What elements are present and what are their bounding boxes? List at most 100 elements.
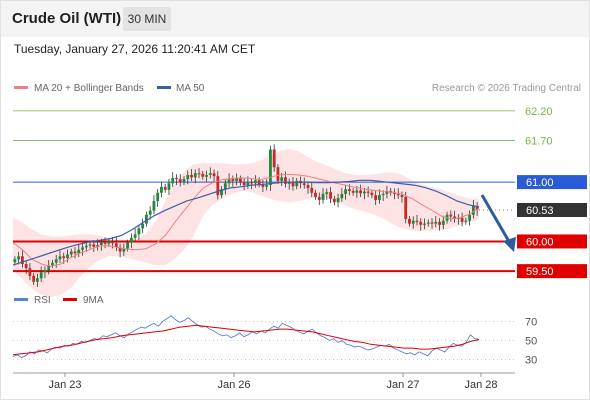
timeframe-badge[interactable]: 30 MIN bbox=[123, 7, 171, 31]
candle bbox=[408, 218, 411, 224]
candle bbox=[205, 174, 208, 177]
rsi-panel: 70 50 30 bbox=[12, 315, 537, 367]
candle bbox=[411, 220, 415, 224]
candle bbox=[261, 184, 265, 187]
candle bbox=[190, 174, 193, 178]
candle bbox=[385, 191, 389, 194]
candle bbox=[145, 214, 148, 224]
chart-header: Crude Oil (WTI) 30 MIN bbox=[1, 1, 589, 37]
candle bbox=[197, 173, 201, 175]
candle bbox=[163, 186, 167, 190]
candle bbox=[460, 217, 464, 222]
candle bbox=[47, 265, 51, 270]
candle bbox=[464, 220, 468, 222]
candle bbox=[20, 256, 24, 265]
candle bbox=[471, 205, 475, 215]
price-levels bbox=[13, 110, 515, 273]
instrument-title: Crude Oil (WTI) bbox=[12, 10, 122, 27]
candle bbox=[39, 272, 43, 279]
candle bbox=[238, 178, 242, 183]
ma50-legend-swatch bbox=[157, 86, 171, 89]
chart-legend: MA 20 + Bollinger Bands MA 50 Research ©… bbox=[14, 83, 581, 94]
candle bbox=[475, 205, 479, 210]
candle bbox=[178, 179, 182, 183]
candle bbox=[366, 191, 370, 193]
candle bbox=[449, 214, 453, 217]
bollinger-bands bbox=[13, 148, 479, 298]
candle bbox=[118, 247, 122, 252]
candle bbox=[208, 173, 212, 175]
candle bbox=[381, 193, 385, 196]
candle bbox=[111, 241, 114, 244]
candle bbox=[107, 241, 111, 244]
candle bbox=[43, 269, 47, 273]
ma9-legend-label: 9MA bbox=[83, 295, 104, 306]
rsi-tick-50: 50 bbox=[525, 336, 537, 348]
candle bbox=[321, 193, 325, 200]
candle bbox=[426, 222, 430, 224]
candle bbox=[400, 195, 404, 197]
candle bbox=[227, 179, 231, 184]
candle bbox=[242, 182, 246, 186]
candle bbox=[54, 259, 58, 263]
candle bbox=[92, 244, 96, 247]
bollinger-legend-swatch bbox=[14, 86, 28, 89]
candle bbox=[325, 192, 329, 194]
candle bbox=[88, 244, 92, 246]
candle bbox=[81, 247, 84, 250]
candle bbox=[359, 190, 363, 194]
candle bbox=[69, 251, 73, 255]
candle bbox=[186, 174, 190, 180]
candle bbox=[122, 248, 126, 252]
level-label-59.50: 59.50 bbox=[526, 266, 554, 278]
candle bbox=[441, 220, 445, 225]
level-label-60.00: 60.00 bbox=[526, 236, 554, 248]
x-tick-label: Jan 26 bbox=[217, 379, 250, 391]
candle bbox=[133, 234, 137, 238]
candle bbox=[434, 221, 438, 224]
candle bbox=[193, 173, 197, 178]
level-tag-60.53 bbox=[517, 202, 587, 217]
candle bbox=[287, 182, 291, 184]
rsi-tick-70: 70 bbox=[525, 317, 537, 329]
level-tag-59.50 bbox=[517, 264, 587, 279]
candle bbox=[317, 196, 321, 200]
candle bbox=[310, 188, 314, 193]
bollinger-legend-label: MA 20 + Bollinger Bands bbox=[34, 83, 144, 94]
ma20-line bbox=[12, 173, 480, 267]
level-tag-60.00 bbox=[517, 234, 587, 249]
candle bbox=[216, 176, 220, 196]
candle bbox=[246, 182, 250, 186]
x-tick-label: Jan 23 bbox=[48, 379, 81, 391]
rsi-tick-30: 30 bbox=[525, 355, 537, 367]
candle bbox=[51, 262, 54, 266]
source-credit: Research © 2026 Trading Central bbox=[432, 83, 581, 94]
candle bbox=[126, 242, 130, 249]
candle bbox=[257, 180, 261, 185]
candle bbox=[351, 191, 355, 193]
candle bbox=[13, 259, 17, 263]
level-label-61.00: 61.00 bbox=[526, 177, 554, 189]
candle bbox=[171, 177, 175, 184]
candle bbox=[28, 268, 32, 276]
candle bbox=[223, 183, 227, 190]
candle bbox=[468, 214, 472, 221]
candle bbox=[73, 251, 77, 254]
candle bbox=[302, 183, 306, 186]
forecast-arrow bbox=[480, 194, 513, 246]
candle bbox=[24, 264, 28, 269]
candle bbox=[336, 198, 340, 203]
candle bbox=[280, 177, 284, 181]
candle bbox=[415, 220, 419, 222]
chart-datetime: Tuesday, January 27, 2026 11:20:41 AM CE… bbox=[14, 42, 256, 56]
rsi-legend-swatch bbox=[14, 298, 28, 301]
level-tag-61.00 bbox=[517, 175, 587, 190]
candle bbox=[253, 180, 257, 184]
price-level-labels: 62.20 61.70 61.00 60.53 60.00 59.50 bbox=[517, 106, 587, 279]
candle bbox=[374, 195, 378, 200]
candle bbox=[291, 182, 295, 187]
candle bbox=[137, 228, 141, 235]
candle bbox=[370, 192, 374, 196]
candle bbox=[276, 167, 280, 181]
candle bbox=[58, 256, 62, 260]
